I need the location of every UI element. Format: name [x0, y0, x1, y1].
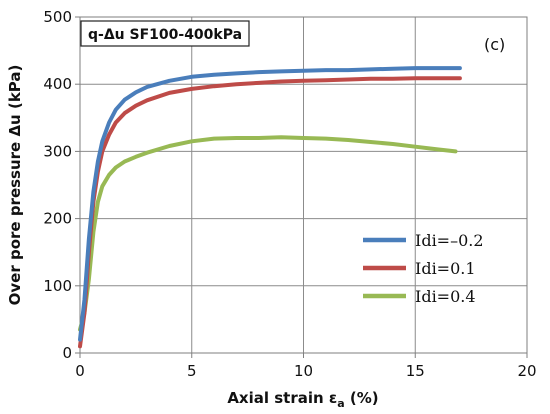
panel-label: (c)	[484, 35, 505, 54]
series-line-3	[78, 135, 458, 332]
y-tick-label: 100	[43, 277, 72, 295]
x-axis-title-main: Axial strain ε	[227, 389, 337, 407]
legend-label: Idi=0.4	[415, 287, 476, 306]
legend: Idi=–0.2 Idi=0.1 Idi=0.4	[363, 231, 484, 306]
y-tick-label: 500	[43, 8, 72, 26]
y-tick-label: 200	[43, 210, 72, 228]
x-tick-label: 10	[294, 362, 313, 380]
title-frame	[80, 20, 250, 47]
series-lines	[78, 66, 462, 349]
x-axis-title: Axial strain εa (%)	[227, 389, 378, 410]
chart-title: q-Δu SF100-400kPa	[88, 27, 242, 43]
x-tick-label: 15	[406, 362, 425, 380]
y-tick-label: 0	[62, 344, 72, 362]
x-tick-label: 5	[187, 362, 197, 380]
y-tick-label: 400	[43, 75, 72, 93]
y-axis-title: Over pore pressure Δu (kPa)	[6, 65, 24, 306]
legend-label: Idi=–0.2	[415, 231, 484, 250]
axes	[75, 16, 528, 358]
title-box: q-Δu SF100-400kPa	[80, 20, 250, 47]
legend-label: Idi=0.1	[415, 259, 476, 278]
series-line-1	[78, 66, 462, 342]
x-axis-title-unit: (%)	[345, 389, 379, 407]
x-axis-title-subscript: a	[337, 397, 344, 410]
x-tick-label: 20	[517, 362, 536, 380]
x-tick-labels: 0 5 10 15 20	[75, 362, 536, 380]
y-tick-labels: 0 100 200 300 400 500	[43, 8, 72, 362]
y-tick-label: 300	[43, 142, 72, 160]
x-tick-label: 0	[75, 362, 85, 380]
